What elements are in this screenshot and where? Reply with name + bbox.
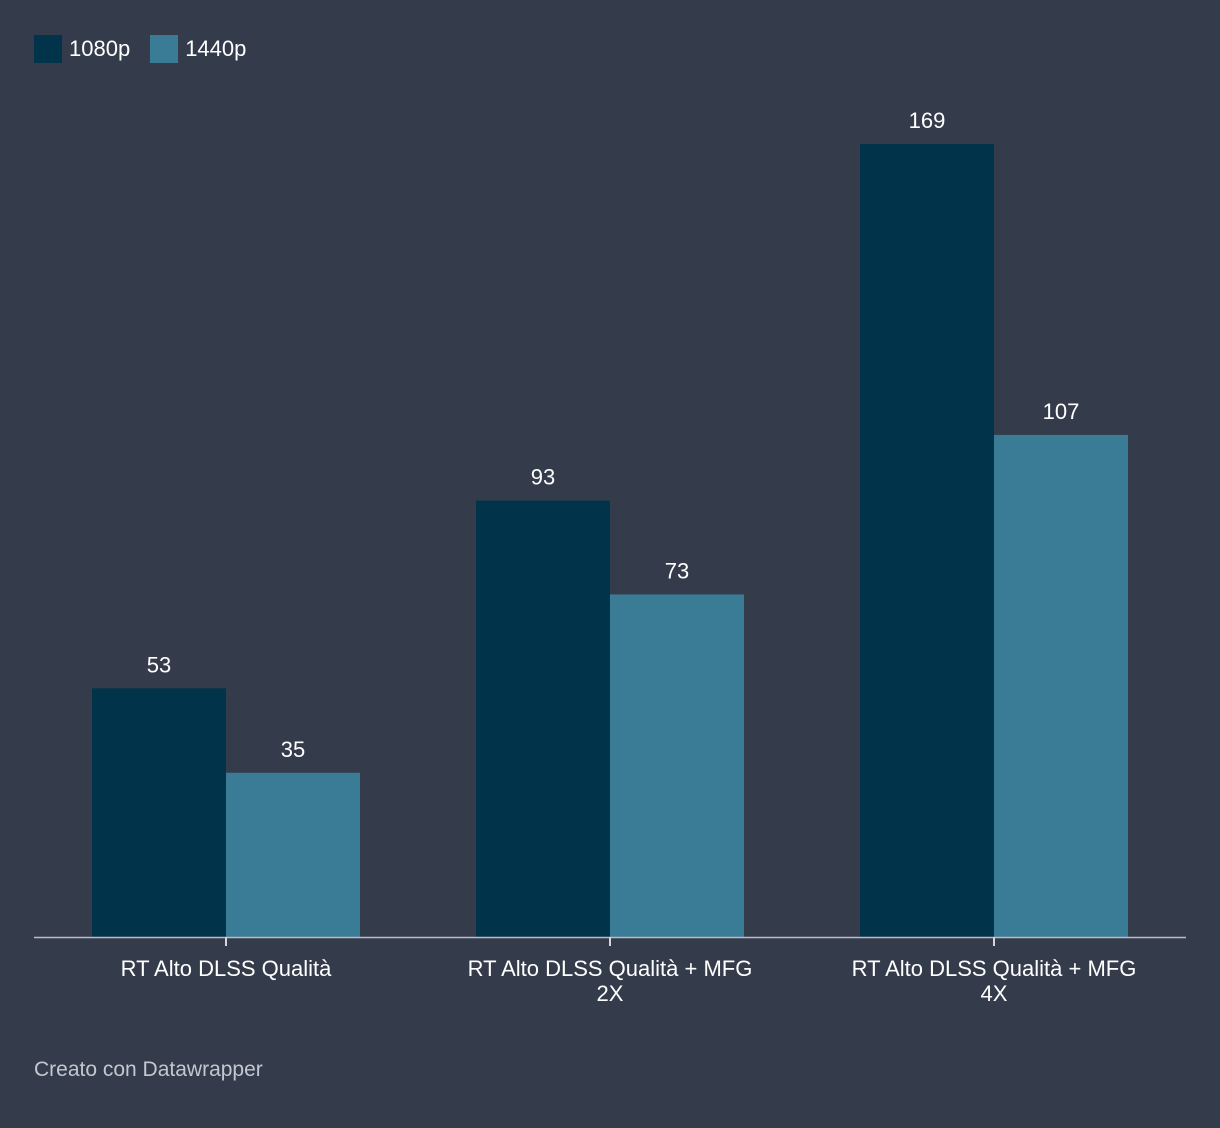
datawrapper-credit: Creato con Datawrapper xyxy=(34,1058,263,1081)
legend-item-1080p: 1080p xyxy=(34,35,130,63)
x-tick-label-line: 2X xyxy=(597,981,624,1006)
legend-label-1440p: 1440p xyxy=(185,36,247,61)
legend: 1080p 1440p xyxy=(34,35,246,63)
x-tick-label-2: RT Alto DLSS Qualità + MFG 2X xyxy=(468,956,753,1006)
legend-item-1440p: 1440p xyxy=(150,35,246,63)
bar-1080p-2 xyxy=(476,500,610,937)
legend-label-1080p: 1080p xyxy=(69,36,131,61)
x-tick-label-line: RT Alto DLSS Qualità + MFG xyxy=(852,956,1137,981)
x-tick-label-line: RT Alto DLSS Qualità + MFG xyxy=(468,956,753,981)
x-tick-label-1: RT Alto DLSS Qualità xyxy=(121,956,333,981)
bar-1440p-3 xyxy=(994,434,1128,937)
bar-1080p-1 xyxy=(92,688,226,937)
legend-swatch-1440p xyxy=(150,35,179,63)
data-label-1080p-1: 53 xyxy=(147,652,171,677)
bar-1440p-1 xyxy=(226,772,360,937)
x-tick-label-line: RT Alto DLSS Qualità xyxy=(121,956,333,981)
x-tick-label-line: 4X xyxy=(981,981,1008,1006)
data-label-1080p-2: 93 xyxy=(531,465,555,490)
data-label-1080p-3: 169 xyxy=(909,108,946,133)
data-label-1440p-3: 107 xyxy=(1043,399,1080,424)
data-label-1440p-1: 35 xyxy=(281,737,305,762)
bar-1440p-2 xyxy=(610,594,744,937)
legend-swatch-1080p xyxy=(34,35,62,63)
bar-1080p-3 xyxy=(860,144,994,937)
data-label-1440p-2: 73 xyxy=(665,558,689,583)
x-tick-label-3: RT Alto DLSS Qualità + MFG 4X xyxy=(852,956,1137,1006)
